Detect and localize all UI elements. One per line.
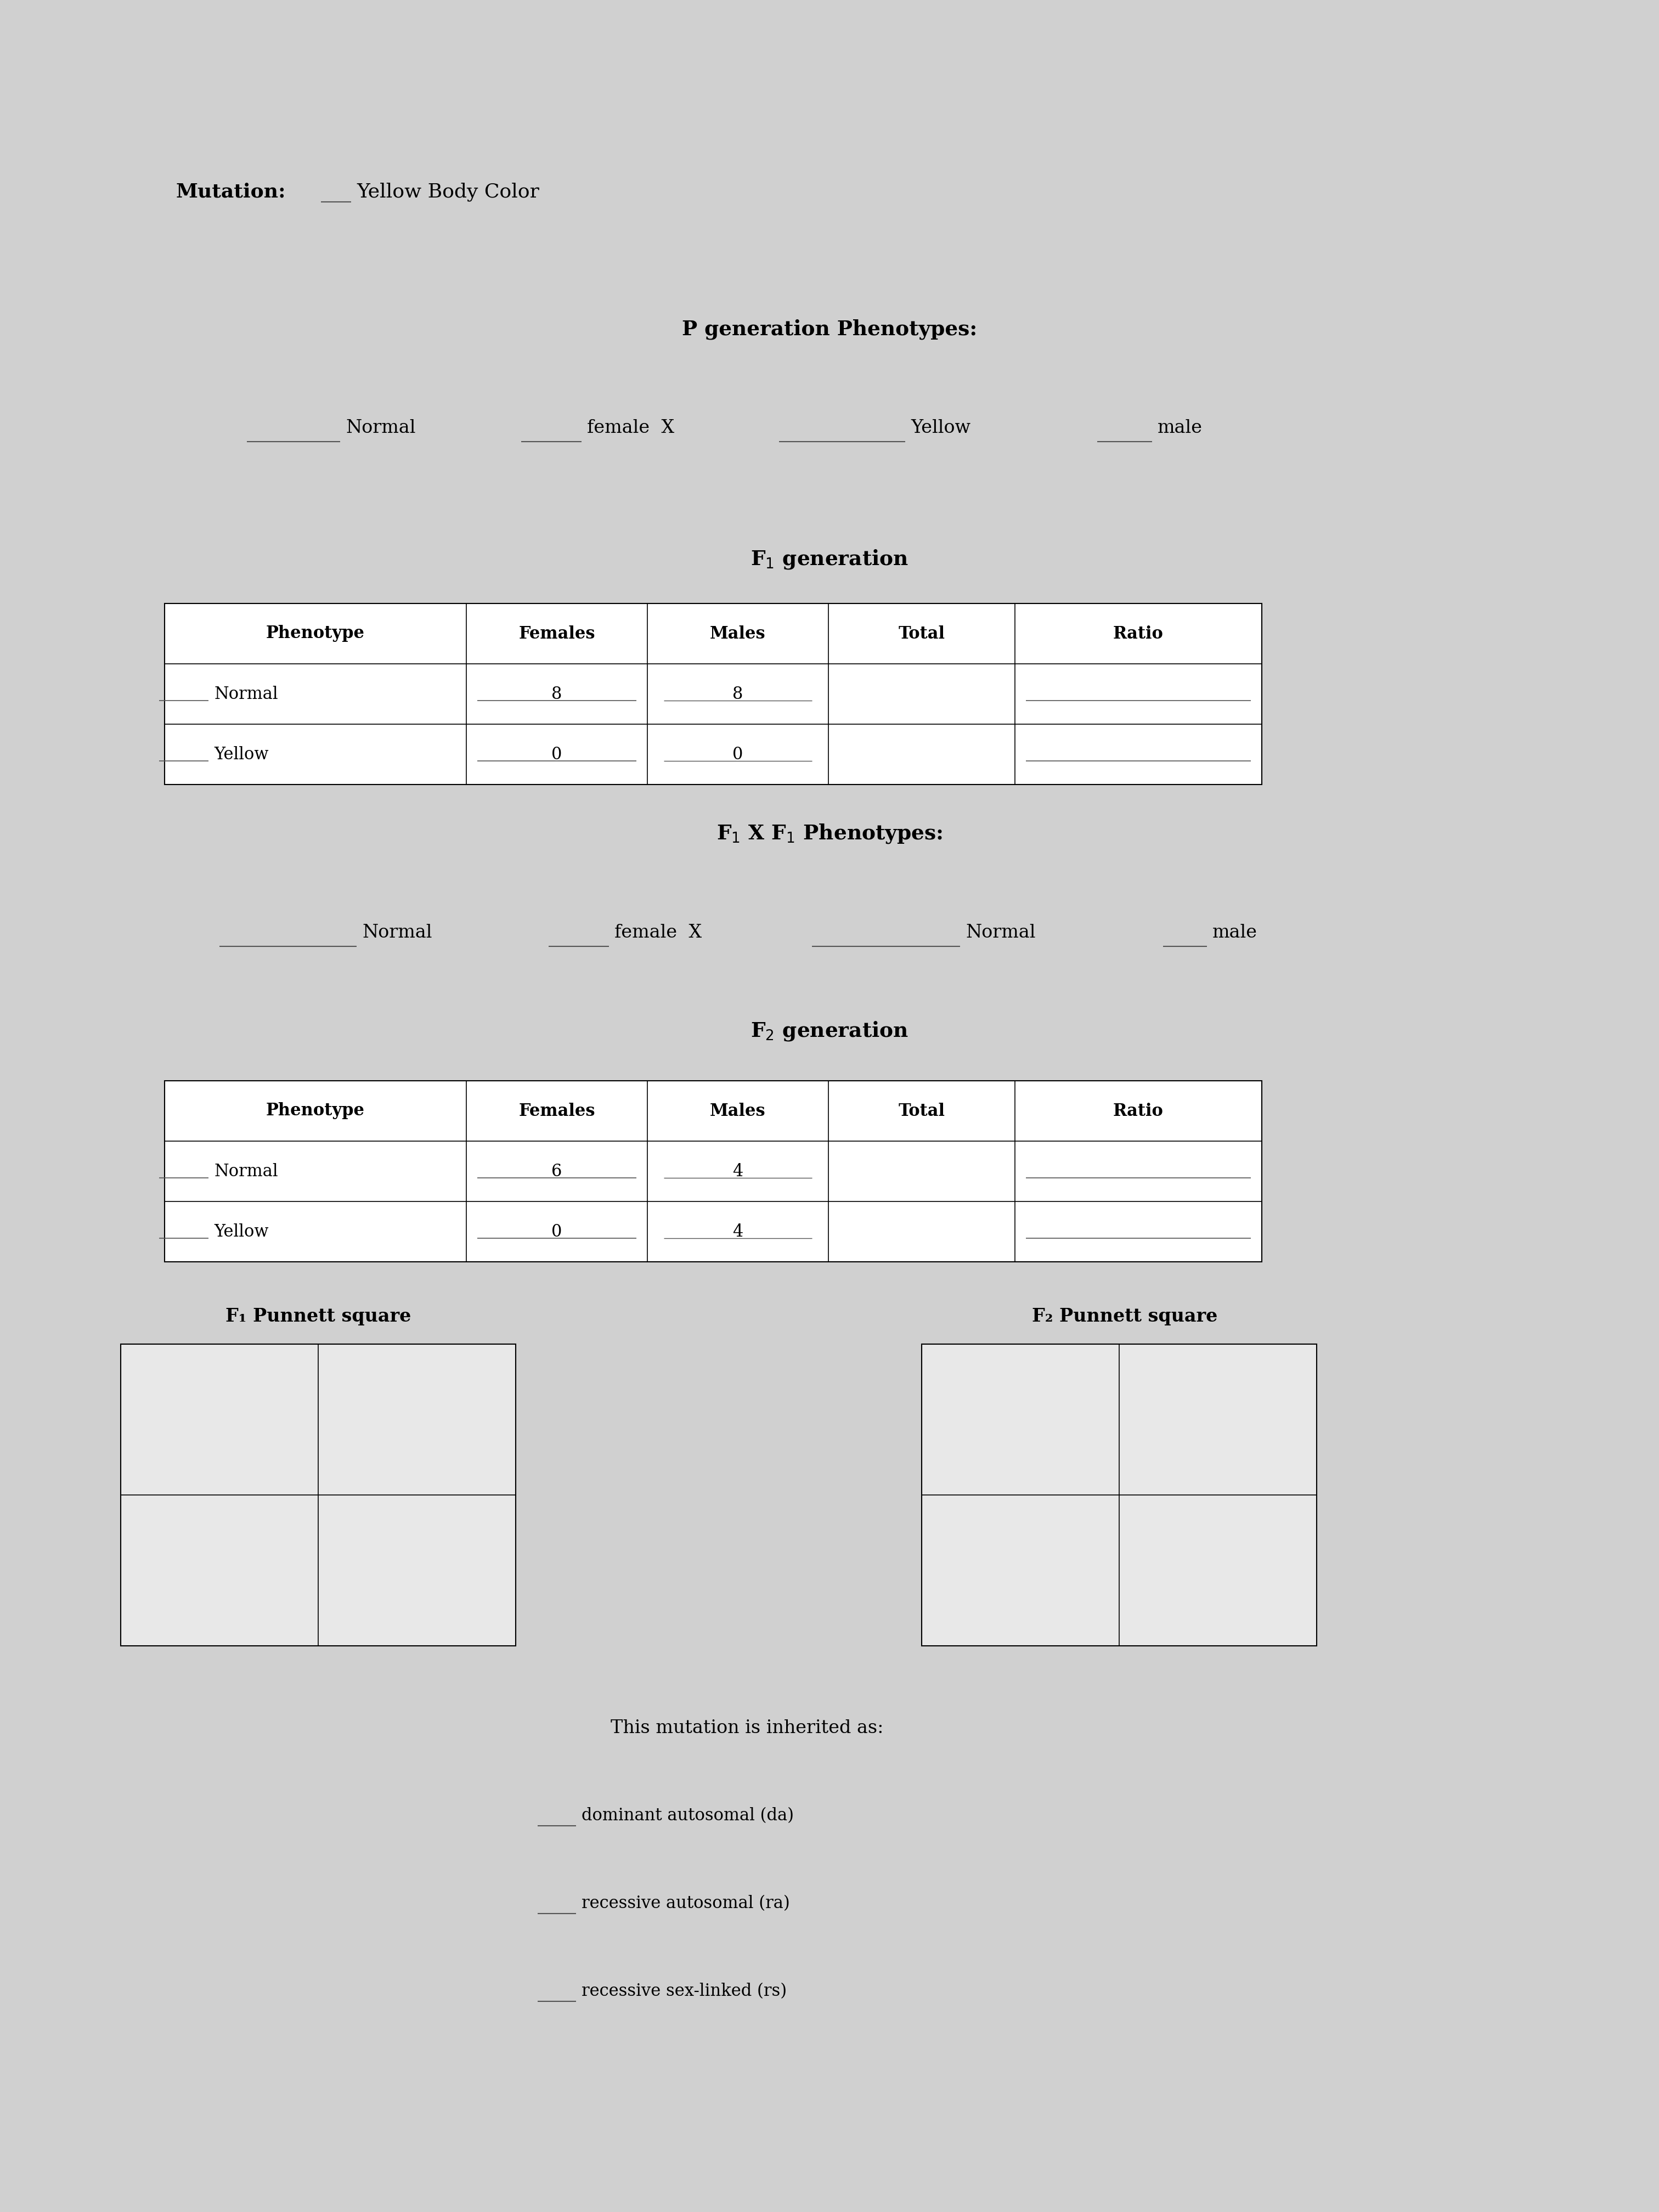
Text: Yellow: Yellow (911, 418, 971, 436)
Text: F₂ Punnett square: F₂ Punnett square (1032, 1307, 1218, 1325)
Text: 6: 6 (551, 1164, 562, 1179)
Text: Males: Males (710, 1102, 766, 1119)
Bar (164, 604, 1262, 785)
Text: Ratio: Ratio (1113, 1102, 1163, 1119)
Text: 0: 0 (733, 745, 743, 763)
Text: F$_2$ generation: F$_2$ generation (750, 1020, 909, 1042)
Text: Ratio: Ratio (1113, 626, 1163, 641)
Text: 0: 0 (551, 745, 562, 763)
Text: F$_1$ X F$_1$ Phenotypes:: F$_1$ X F$_1$ Phenotypes: (717, 823, 942, 845)
Text: Females: Females (519, 1102, 596, 1119)
Text: Normal: Normal (345, 418, 415, 436)
Text: Normal: Normal (966, 925, 1035, 942)
Text: Total: Total (899, 1102, 946, 1119)
Text: 4: 4 (733, 1223, 743, 1241)
Text: recessive sex-linked (rs): recessive sex-linked (rs) (582, 1982, 786, 2000)
Text: 0: 0 (551, 1223, 562, 1241)
Text: Mutation:: Mutation: (176, 184, 285, 201)
Text: Males: Males (710, 626, 766, 641)
Text: Phenotype: Phenotype (265, 1102, 365, 1119)
Text: 8: 8 (551, 686, 562, 703)
Text: female  X: female X (614, 925, 702, 942)
Text: 8: 8 (733, 686, 743, 703)
Text: recessive autosomal (ra): recessive autosomal (ra) (582, 1896, 790, 1911)
Bar (922, 1345, 1317, 1646)
Text: This mutation is inherited as:: This mutation is inherited as: (611, 1719, 884, 1736)
Text: F₁ Punnett square: F₁ Punnett square (226, 1307, 411, 1325)
Text: Yellow: Yellow (214, 1223, 269, 1241)
Text: Females: Females (519, 626, 596, 641)
Text: male: male (1158, 418, 1203, 436)
Text: Normal: Normal (214, 1164, 279, 1179)
Text: Normal: Normal (214, 686, 279, 703)
Text: Yellow: Yellow (214, 745, 269, 763)
Text: female  X: female X (587, 418, 674, 436)
Bar (121, 1345, 516, 1646)
Text: Yellow Body Color: Yellow Body Color (357, 184, 539, 201)
Bar (164, 1082, 1262, 1261)
Text: Phenotype: Phenotype (265, 626, 365, 641)
Text: P generation Phenotypes:: P generation Phenotypes: (682, 319, 977, 338)
Text: Normal: Normal (362, 925, 431, 942)
Text: F$_1$ generation: F$_1$ generation (750, 549, 909, 571)
Text: Total: Total (899, 626, 946, 641)
Text: 4: 4 (733, 1164, 743, 1179)
Text: male: male (1213, 925, 1258, 942)
Text: dominant autosomal (da): dominant autosomal (da) (582, 1807, 795, 1825)
